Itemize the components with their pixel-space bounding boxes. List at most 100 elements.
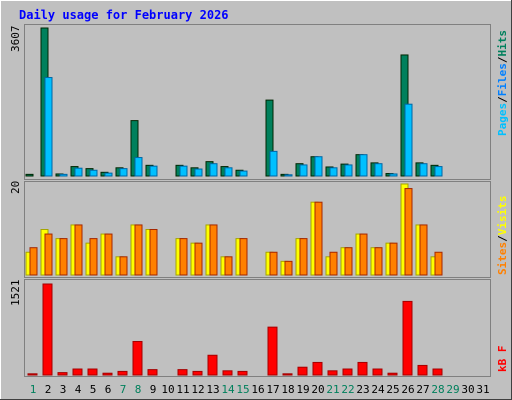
- bar-pages-day-6: [104, 172, 113, 177]
- bar-kbytes-day-28: [432, 368, 443, 376]
- chart-title: Daily usage for February 2026: [19, 8, 229, 22]
- day-label-20: 20: [311, 383, 324, 396]
- bar-pages-day-9: [149, 165, 158, 177]
- day-label-24: 24: [371, 383, 385, 396]
- bar-kbytes-day-25: [387, 372, 398, 376]
- bar-kbytes-day-6: [102, 372, 113, 376]
- day-label-27: 27: [416, 383, 429, 396]
- plot-middle-border: [24, 181, 491, 278]
- day-label-14: 14: [221, 383, 235, 396]
- bar-pages-day-19: [299, 164, 308, 177]
- plot-bottom-border: [24, 279, 491, 377]
- bar-sites-day-12: [194, 242, 203, 276]
- bottom-ymax-label: 1521: [9, 280, 22, 307]
- day-label-21: 21: [326, 383, 339, 396]
- bar-kbytes-day-8: [132, 340, 143, 376]
- legend-sites: Sites: [496, 242, 509, 275]
- bar-sites-day-9: [149, 229, 158, 276]
- bar-sites-day-1: [29, 247, 38, 276]
- bar-kbytes-day-18: [282, 373, 293, 376]
- legend-files: Files: [496, 63, 509, 96]
- bar-sites-day-2: [44, 233, 53, 276]
- bar-pages-day-3: [59, 173, 68, 177]
- bar-sites-day-13: [209, 224, 218, 276]
- legend-pages: Pages: [496, 103, 509, 136]
- bar-kbytes-day-11: [177, 369, 188, 376]
- bar-pages-day-12: [194, 168, 203, 177]
- bar-kbytes-day-5: [87, 368, 98, 376]
- bar-sites-day-20: [314, 201, 323, 276]
- top-ymax-label: 3607: [9, 26, 22, 53]
- bar-sites-day-25: [389, 242, 398, 276]
- bar-kbytes-day-20: [312, 361, 323, 376]
- bar-pages-day-15: [239, 170, 248, 177]
- bar-sites-day-3: [59, 238, 68, 276]
- day-label-15: 15: [236, 383, 249, 396]
- bar-sites-day-18: [284, 260, 293, 276]
- bar-sites-day-23: [359, 233, 368, 276]
- legend-middle: Sites/Visits: [496, 196, 509, 276]
- day-label-6: 6: [105, 383, 112, 396]
- bar-sites-day-21: [329, 251, 338, 276]
- day-label-13: 13: [206, 383, 219, 396]
- bar-pages-day-5: [89, 169, 98, 177]
- bar-kbytes-day-19: [297, 366, 308, 376]
- day-label-17: 17: [266, 383, 279, 396]
- bar-kbytes-day-21: [327, 370, 338, 376]
- bar-sites-day-15: [239, 238, 248, 276]
- legend-sep-2: /: [496, 56, 509, 63]
- day-label-2: 2: [45, 383, 52, 396]
- day-label-4: 4: [75, 383, 82, 396]
- legend-hits: Hits: [496, 30, 509, 57]
- bar-pages-day-20: [314, 156, 323, 177]
- bar-kbytes-day-3: [57, 372, 68, 376]
- day-label-31: 31: [476, 383, 489, 396]
- bar-sites-day-22: [344, 247, 353, 276]
- bar-pages-day-23: [359, 154, 368, 177]
- bar-sites-day-4: [74, 224, 83, 276]
- legend-sep-3: /: [496, 235, 509, 242]
- bar-pages-day-18: [284, 174, 293, 177]
- bar-pages-day-21: [329, 167, 338, 177]
- day-label-10: 10: [161, 383, 174, 396]
- day-label-22: 22: [341, 383, 354, 396]
- top-panel-bars: [25, 27, 443, 177]
- day-label-9: 9: [150, 383, 157, 396]
- bar-sites-day-7: [119, 256, 128, 276]
- bar-pages-day-8: [134, 157, 143, 177]
- bar-pages-day-17: [269, 150, 278, 177]
- bar-pages-day-28: [434, 166, 443, 177]
- legend-bottom: kB F: [496, 346, 509, 373]
- bar-sites-day-26: [404, 188, 413, 276]
- legend-top: Pages/Files/Hits: [496, 30, 509, 136]
- bar-kbytes-day-14: [222, 370, 233, 376]
- legend-sep-1: /: [496, 96, 509, 103]
- bar-kbytes-day-13: [207, 354, 218, 376]
- bar-sites-day-5: [89, 238, 98, 276]
- day-label-28: 28: [431, 383, 444, 396]
- bar-kbytes-day-27: [417, 364, 428, 376]
- bar-pages-day-22: [344, 164, 353, 177]
- day-label-19: 19: [296, 383, 309, 396]
- day-label-11: 11: [176, 383, 189, 396]
- day-label-23: 23: [356, 383, 369, 396]
- day-label-25: 25: [386, 383, 399, 396]
- bar-sites-day-11: [179, 238, 188, 276]
- plot-top-border: [24, 24, 491, 180]
- bar-kbytes-day-23: [357, 361, 368, 376]
- bar-kbytes-day-26: [402, 300, 413, 376]
- day-label-26: 26: [401, 383, 414, 396]
- bar-sites-day-19: [299, 238, 308, 276]
- day-label-16: 16: [251, 383, 264, 396]
- bar-pages-day-7: [119, 168, 128, 177]
- day-label-30: 30: [461, 383, 474, 396]
- bar-kbytes-day-24: [372, 368, 383, 376]
- bar-sites-day-17: [269, 251, 278, 276]
- day-labels: 1 2 3 4 5 6 7 8 9 10 11 12 13 14 15 16 17 18 19 20 21 22 23 24 2…: [30, 383, 490, 396]
- bar-sites-day-14: [224, 256, 233, 276]
- bottom-panel-bars: [27, 283, 443, 376]
- bar-pages-day-4: [74, 167, 83, 177]
- bar-kbytes-day-2: [42, 283, 53, 376]
- bar-pages-day-27: [419, 163, 428, 177]
